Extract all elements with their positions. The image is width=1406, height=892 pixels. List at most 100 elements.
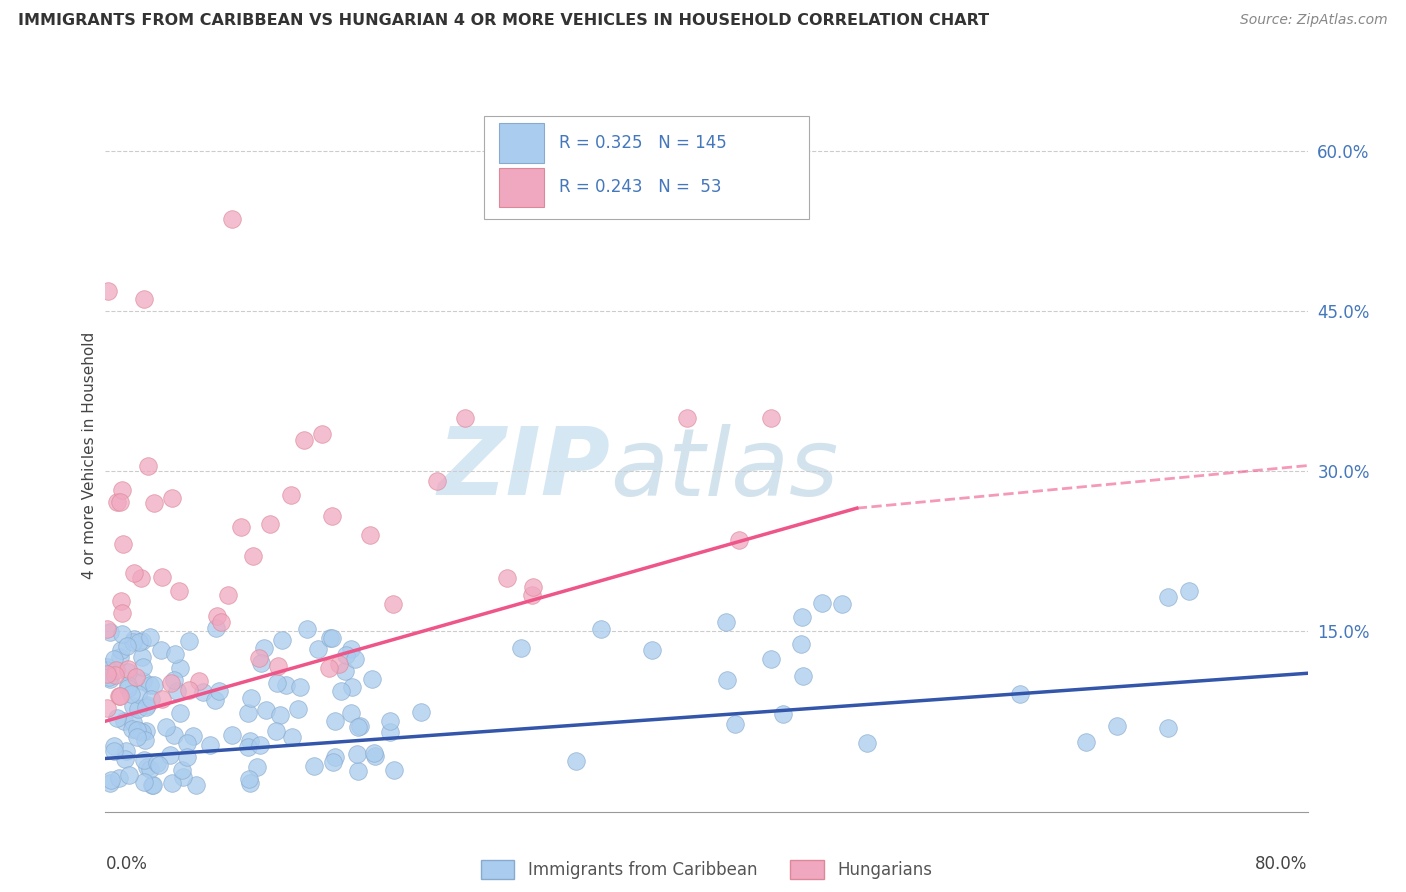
Point xyxy=(122,635,145,649)
Text: Source: ZipAtlas.com: Source: ZipAtlas.com xyxy=(1240,13,1388,28)
Point xyxy=(254,703,277,717)
Point xyxy=(115,640,138,654)
Point xyxy=(103,652,125,666)
Point xyxy=(120,687,142,701)
Point xyxy=(364,748,387,763)
Bar xyxy=(484,116,808,219)
Point xyxy=(121,698,143,713)
Text: ZIP: ZIP xyxy=(437,423,610,516)
Point xyxy=(249,738,271,752)
Point xyxy=(104,668,127,682)
Point xyxy=(409,706,432,720)
Point xyxy=(810,596,832,610)
Point xyxy=(1107,719,1129,733)
Point xyxy=(1178,583,1201,598)
Point xyxy=(159,747,181,762)
Point xyxy=(132,775,155,789)
Point xyxy=(143,678,166,692)
Text: atlas: atlas xyxy=(610,424,838,515)
Point xyxy=(107,711,129,725)
Point xyxy=(125,670,148,684)
Point xyxy=(170,763,193,777)
Point xyxy=(346,720,368,734)
Point xyxy=(239,775,262,789)
Point xyxy=(221,212,243,227)
Point xyxy=(135,699,157,714)
Point xyxy=(318,632,340,646)
Point xyxy=(122,566,145,580)
Point xyxy=(142,496,165,510)
Point xyxy=(209,615,232,629)
Bar xyxy=(499,123,544,162)
Point xyxy=(323,749,346,764)
Point xyxy=(166,684,188,698)
Point xyxy=(127,723,149,737)
Point xyxy=(108,650,131,665)
Point xyxy=(131,649,153,664)
Point xyxy=(238,772,260,786)
Point xyxy=(117,681,139,695)
Point xyxy=(165,647,187,661)
Point xyxy=(136,458,159,473)
Point xyxy=(115,744,138,758)
Point xyxy=(129,724,152,739)
Point xyxy=(110,594,132,608)
Point xyxy=(346,764,368,778)
Point xyxy=(295,622,318,636)
Point xyxy=(311,426,333,441)
Text: 80.0%: 80.0% xyxy=(1256,855,1308,872)
Point xyxy=(124,632,146,646)
Point xyxy=(221,728,243,742)
Point xyxy=(281,730,304,744)
Point xyxy=(259,516,281,531)
Point xyxy=(361,672,384,686)
Point xyxy=(378,725,401,739)
Point xyxy=(98,776,121,790)
Point xyxy=(127,702,149,716)
Point xyxy=(274,678,297,692)
Point xyxy=(122,715,145,730)
Point xyxy=(1010,687,1032,701)
Point xyxy=(111,537,134,551)
Point xyxy=(103,744,125,758)
Point xyxy=(236,740,259,755)
Point xyxy=(264,723,287,738)
Point xyxy=(772,706,794,721)
Point xyxy=(141,778,163,792)
Point xyxy=(148,757,170,772)
Point xyxy=(172,770,194,784)
Point xyxy=(96,666,118,681)
Point xyxy=(287,702,309,716)
Point xyxy=(676,410,699,425)
Point xyxy=(117,665,139,679)
Point xyxy=(121,722,143,736)
Point xyxy=(520,588,543,602)
Text: IMMIGRANTS FROM CARIBBEAN VS HUNGARIAN 4 OR MORE VEHICLES IN HOUSEHOLD CORRELATI: IMMIGRANTS FROM CARIBBEAN VS HUNGARIAN 4… xyxy=(18,13,990,29)
Point xyxy=(142,778,165,792)
Point xyxy=(302,758,325,772)
Point xyxy=(150,691,173,706)
Point xyxy=(193,685,215,699)
Point xyxy=(359,528,381,542)
Point xyxy=(98,672,121,686)
Point xyxy=(239,734,262,748)
Point xyxy=(330,684,353,698)
Point xyxy=(271,633,294,648)
Point xyxy=(96,660,118,674)
Point xyxy=(266,659,288,673)
Point xyxy=(1076,735,1098,749)
Point xyxy=(159,676,181,690)
Point xyxy=(307,642,329,657)
Point xyxy=(177,683,200,698)
Point xyxy=(114,752,136,766)
Point xyxy=(380,714,402,728)
Point xyxy=(346,747,368,761)
Point xyxy=(724,717,747,731)
Point xyxy=(322,756,344,770)
Point xyxy=(200,738,222,752)
Point xyxy=(714,615,737,629)
Point xyxy=(183,729,205,743)
Point xyxy=(127,687,149,701)
Point xyxy=(340,680,363,694)
Point xyxy=(129,571,152,585)
